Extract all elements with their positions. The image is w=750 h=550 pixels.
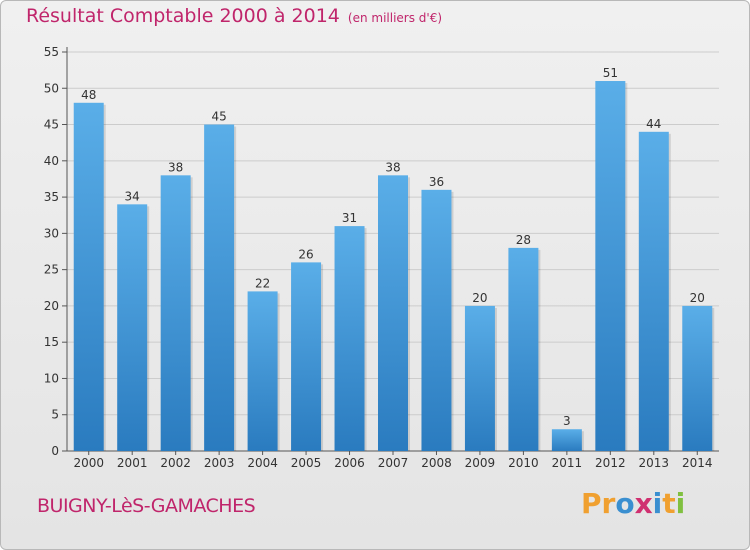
bar-2006 <box>334 226 365 451</box>
data-label-2005: 26 <box>298 247 313 261</box>
y-tick-label: 20 <box>44 299 59 313</box>
x-tick-label-2004: 2004 <box>247 456 278 470</box>
data-label-2010: 28 <box>516 233 531 247</box>
data-label-2003: 45 <box>211 110 226 124</box>
y-tick-label: 50 <box>44 81 59 95</box>
bar-2011 <box>551 429 582 451</box>
data-label-2013: 44 <box>646 117 661 131</box>
x-tick-label-2005: 2005 <box>291 456 322 470</box>
x-tick-label-2012: 2012 <box>595 456 626 470</box>
data-label-2009: 20 <box>472 291 487 305</box>
y-tick-label: 35 <box>44 190 59 204</box>
chart-title-text: Résultat Comptable 2000 à 2014 <box>26 5 340 27</box>
logo-letter: o <box>615 487 635 520</box>
x-tick-label-2006: 2006 <box>334 456 365 470</box>
y-tick-label: 45 <box>44 118 59 132</box>
data-label-2002: 38 <box>168 160 183 174</box>
data-label-2004: 22 <box>255 276 270 290</box>
y-tick-label: 5 <box>51 408 59 422</box>
logo-letter: i <box>675 487 686 520</box>
bar-2012 <box>595 81 626 451</box>
data-label-2014: 20 <box>690 291 705 305</box>
bar-2008 <box>421 189 452 451</box>
x-tick-label-2008: 2008 <box>421 456 452 470</box>
y-tick-label: 10 <box>44 371 59 385</box>
y-tick-label: 15 <box>44 335 59 349</box>
bar-2013 <box>638 131 669 452</box>
bars <box>73 81 715 452</box>
commune-name: BUIGNY-LèS-GAMACHES <box>37 495 256 517</box>
y-tick-label: 55 <box>44 45 59 59</box>
y-tick-label: 30 <box>44 226 59 240</box>
logo-letter: r <box>601 487 616 520</box>
y-tick-label: 0 <box>51 444 59 458</box>
x-tick-label-2011: 2011 <box>552 456 583 470</box>
bar-2010 <box>508 247 539 451</box>
y-tick-label: 40 <box>44 154 59 168</box>
logo-letter: t <box>662 487 676 520</box>
x-tick-label-2003: 2003 <box>204 456 235 470</box>
data-label-2006: 31 <box>342 211 357 225</box>
bar-2014 <box>682 305 713 451</box>
x-tick-label-2014: 2014 <box>682 456 713 470</box>
x-tick-label-2002: 2002 <box>160 456 191 470</box>
x-tick-label-2010: 2010 <box>508 456 539 470</box>
data-label-2001: 34 <box>125 189 140 203</box>
data-label-2011: 3 <box>563 414 571 428</box>
data-label-2008: 36 <box>429 175 444 189</box>
logo-letter: x <box>634 487 653 520</box>
bar-2002 <box>160 175 191 451</box>
chart-title: Résultat Comptable 2000 à 2014 (en millie… <box>26 5 442 27</box>
bar-2003 <box>204 124 235 451</box>
bar-2001 <box>117 204 148 451</box>
bar-2005 <box>291 262 322 451</box>
bar-2007 <box>378 175 408 451</box>
chart-unit: (en milliers d'€) <box>347 11 443 25</box>
x-tick-label-2001: 2001 <box>117 456 148 470</box>
x-tick-label-2007: 2007 <box>378 456 409 470</box>
labels: 48 2000 34 2001 38 2002 45 2003 22 2004 26 2005 31 20… <box>73 66 712 470</box>
logo-letter: P <box>581 487 602 520</box>
proxiti-logo[interactable]: Proxiti <box>581 487 685 520</box>
x-tick-label-2009: 2009 <box>465 456 496 470</box>
x-tick-label-2000: 2000 <box>73 456 104 470</box>
bar-2000 <box>73 102 104 452</box>
data-label-2000: 48 <box>81 88 96 102</box>
x-tick-label-2013: 2013 <box>639 456 670 470</box>
data-label-2007: 38 <box>385 160 400 174</box>
data-label-2012: 51 <box>603 66 618 80</box>
bar-2009 <box>464 305 495 451</box>
bar-2004 <box>247 291 278 451</box>
logo-letter: i <box>652 487 663 520</box>
y-tick-label: 25 <box>44 263 59 277</box>
